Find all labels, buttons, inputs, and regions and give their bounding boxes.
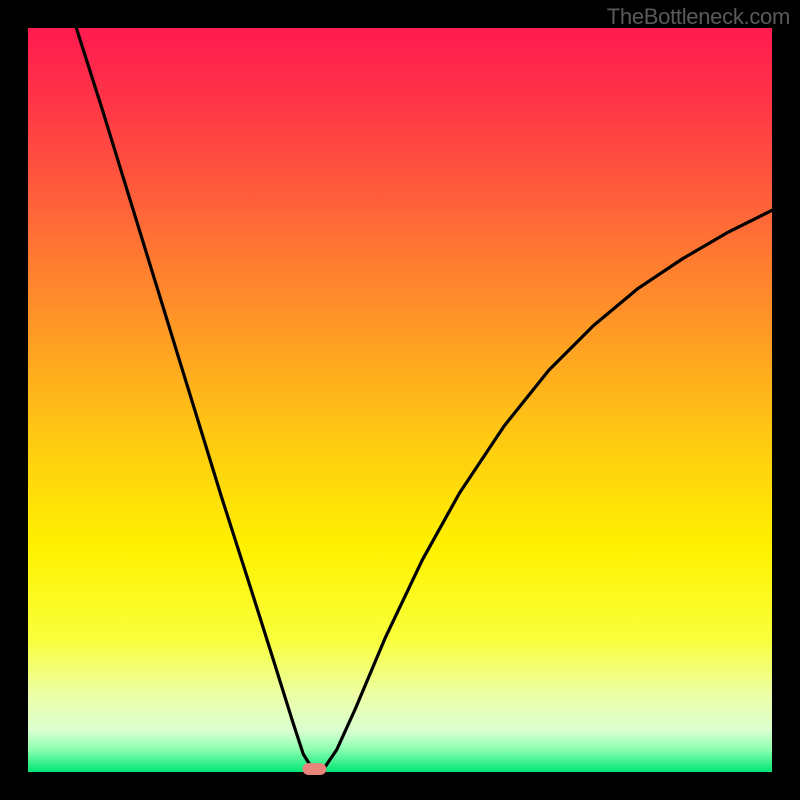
bottleneck-chart — [0, 0, 800, 800]
watermark-text: TheBottleneck.com — [607, 4, 790, 30]
chart-frame: TheBottleneck.com — [0, 0, 800, 800]
bottleneck-marker — [303, 763, 327, 775]
